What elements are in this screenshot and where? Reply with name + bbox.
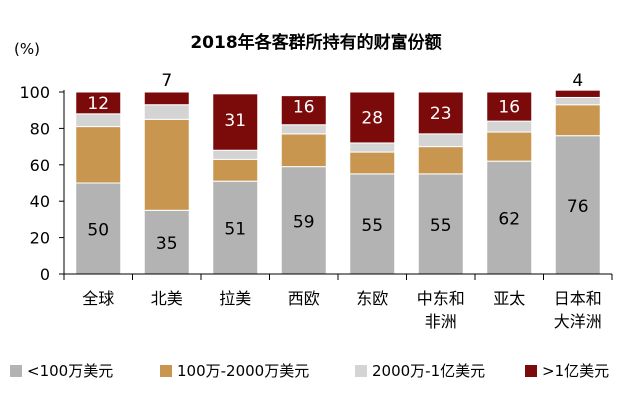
legend-label-over-100m: >1亿美元 (542, 362, 610, 380)
data-label-top-6: 23 (430, 104, 452, 124)
bar-segment-2-series-4 (143, 91, 190, 106)
legend-swatch-1m-20m (160, 364, 172, 377)
legend-label-under-1m: <100万美元 (27, 362, 114, 380)
legend-item-over-100m: >1亿美元 (525, 360, 609, 381)
x-tick-label-2: 北美 (151, 289, 183, 308)
y-tick-label-100: 100 (19, 83, 50, 102)
bar-segment-3-series-1 (212, 180, 259, 275)
bar-segment-5-series-4 (349, 91, 396, 144)
x-tick-label-7: 亚太 (493, 289, 525, 308)
data-label-top-5: 28 (361, 108, 383, 128)
bar-segment-5-series-1 (349, 173, 396, 275)
bar-segment-1-series-4 (75, 91, 122, 115)
bar-segment-6-series-2 (417, 146, 464, 175)
y-tick-label-40: 40 (30, 192, 50, 211)
data-label-bottom-4: 59 (293, 212, 315, 232)
legend-swatch-over-100m (525, 364, 537, 377)
bar-segment-4-series-4 (280, 95, 327, 126)
data-label-top-4: 16 (293, 98, 315, 118)
bar-segment-2-series-2 (143, 118, 190, 211)
x-tick-label-8-line-1: 日本和 (554, 289, 602, 308)
x-tick-label-1: 全球 (82, 289, 114, 308)
bar-segment-6-series-4 (417, 91, 464, 135)
data-label-top-8: 4 (572, 71, 583, 91)
y-tick-label-80: 80 (30, 119, 50, 138)
data-label-bottom-7: 62 (498, 210, 520, 230)
y-tick-label-0: 0 (40, 265, 50, 284)
x-tick-label-5: 东欧 (356, 289, 388, 308)
legend-label-1m-20m: 100万-2000万美元 (177, 362, 310, 380)
bar-segment-1-series-2 (75, 126, 122, 184)
bar-segment-2-series-3 (143, 104, 190, 120)
bar-segment-4-series-3 (280, 124, 327, 135)
bar-segment-3-series-4 (212, 93, 259, 151)
data-label-bottom-6: 55 (430, 216, 452, 236)
x-tick-label-4: 西欧 (288, 289, 320, 308)
data-label-top-3: 31 (224, 111, 246, 131)
data-label-bottom-5: 55 (361, 216, 383, 236)
bar-segment-8-series-1 (554, 135, 601, 275)
data-label-bottom-2: 35 (156, 234, 178, 254)
y-tick-label-60: 60 (30, 156, 50, 175)
bar-segment-4-series-2 (280, 133, 327, 168)
x-tick-label-3: 拉美 (219, 289, 251, 308)
bar-segment-6-series-3 (417, 133, 464, 148)
data-label-top-1: 12 (87, 94, 109, 114)
bar-segment-3-series-3 (212, 149, 259, 160)
legend-label-20m-100m: 2000万-1亿美元 (372, 362, 486, 380)
legend-item-1m-20m: 100万-2000万美元 (160, 360, 309, 381)
y-tick-label-20: 20 (30, 229, 50, 248)
legend-swatch-20m-100m (355, 364, 367, 377)
data-label-top-7: 16 (498, 98, 520, 118)
y-axis-unit: (%) (14, 40, 40, 58)
chart-title: 2018年各客群所持有的财富份额 (190, 33, 442, 53)
data-label-bottom-8: 76 (567, 197, 589, 217)
bar-segment-1-series-3 (75, 113, 122, 128)
x-tick-label-6-line-1: 中东和 (417, 289, 465, 308)
bar-segment-3-series-2 (212, 158, 259, 182)
x-tick-label-8-line-2: 大洋洲 (554, 312, 602, 331)
bar-segment-7-series-3 (486, 120, 533, 133)
legend-swatch-under-1m (10, 364, 22, 377)
bar-segment-2-series-1 (143, 209, 190, 275)
data-label-top-2: 7 (161, 71, 172, 91)
bar-segment-5-series-2 (349, 151, 396, 175)
bar-segment-6-series-1 (417, 173, 464, 275)
data-label-bottom-3: 51 (224, 220, 246, 240)
bar-segment-5-series-3 (349, 142, 396, 153)
bar-segment-7-series-2 (486, 131, 533, 162)
bar-segment-8-series-3 (554, 96, 601, 106)
legend-item-under-1m: <100万美元 (10, 360, 113, 381)
legend-item-20m-100m: 2000万-1亿美元 (355, 360, 485, 381)
bar-segment-7-series-1 (486, 160, 533, 275)
bar-segment-8-series-2 (554, 104, 601, 137)
bar-segment-1-series-1 (75, 182, 122, 275)
x-tick-label-6-line-2: 非洲 (425, 312, 457, 331)
data-label-bottom-1: 50 (87, 221, 109, 241)
bar-segment-8-series-4 (554, 89, 601, 98)
bar-segment-7-series-4 (486, 91, 533, 122)
